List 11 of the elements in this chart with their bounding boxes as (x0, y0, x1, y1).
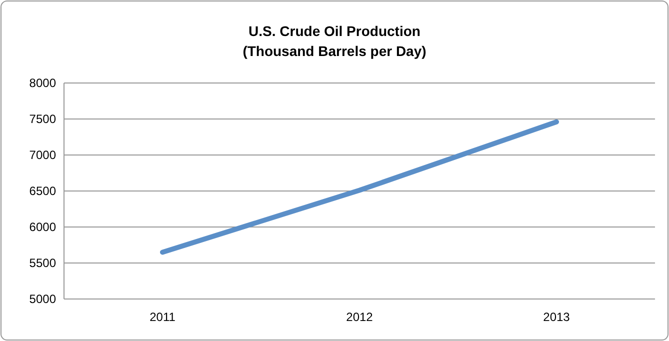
x-tick-label: 2011 (150, 310, 176, 324)
y-tick-label: 6000 (29, 220, 56, 234)
y-tick-label: 6500 (29, 184, 56, 198)
y-tick-label: 7500 (29, 112, 56, 126)
y-tick-label: 7000 (29, 148, 56, 162)
y-tick-label: 5500 (29, 256, 56, 270)
x-tick-label: 2013 (543, 310, 570, 324)
y-tick-label: 5000 (29, 292, 56, 306)
x-tick-label: 2012 (346, 310, 374, 324)
y-tick-label: 8000 (29, 76, 56, 90)
chart-title: U.S. Crude Oil Production (Thousand Barrels per Day) (242, 23, 426, 59)
